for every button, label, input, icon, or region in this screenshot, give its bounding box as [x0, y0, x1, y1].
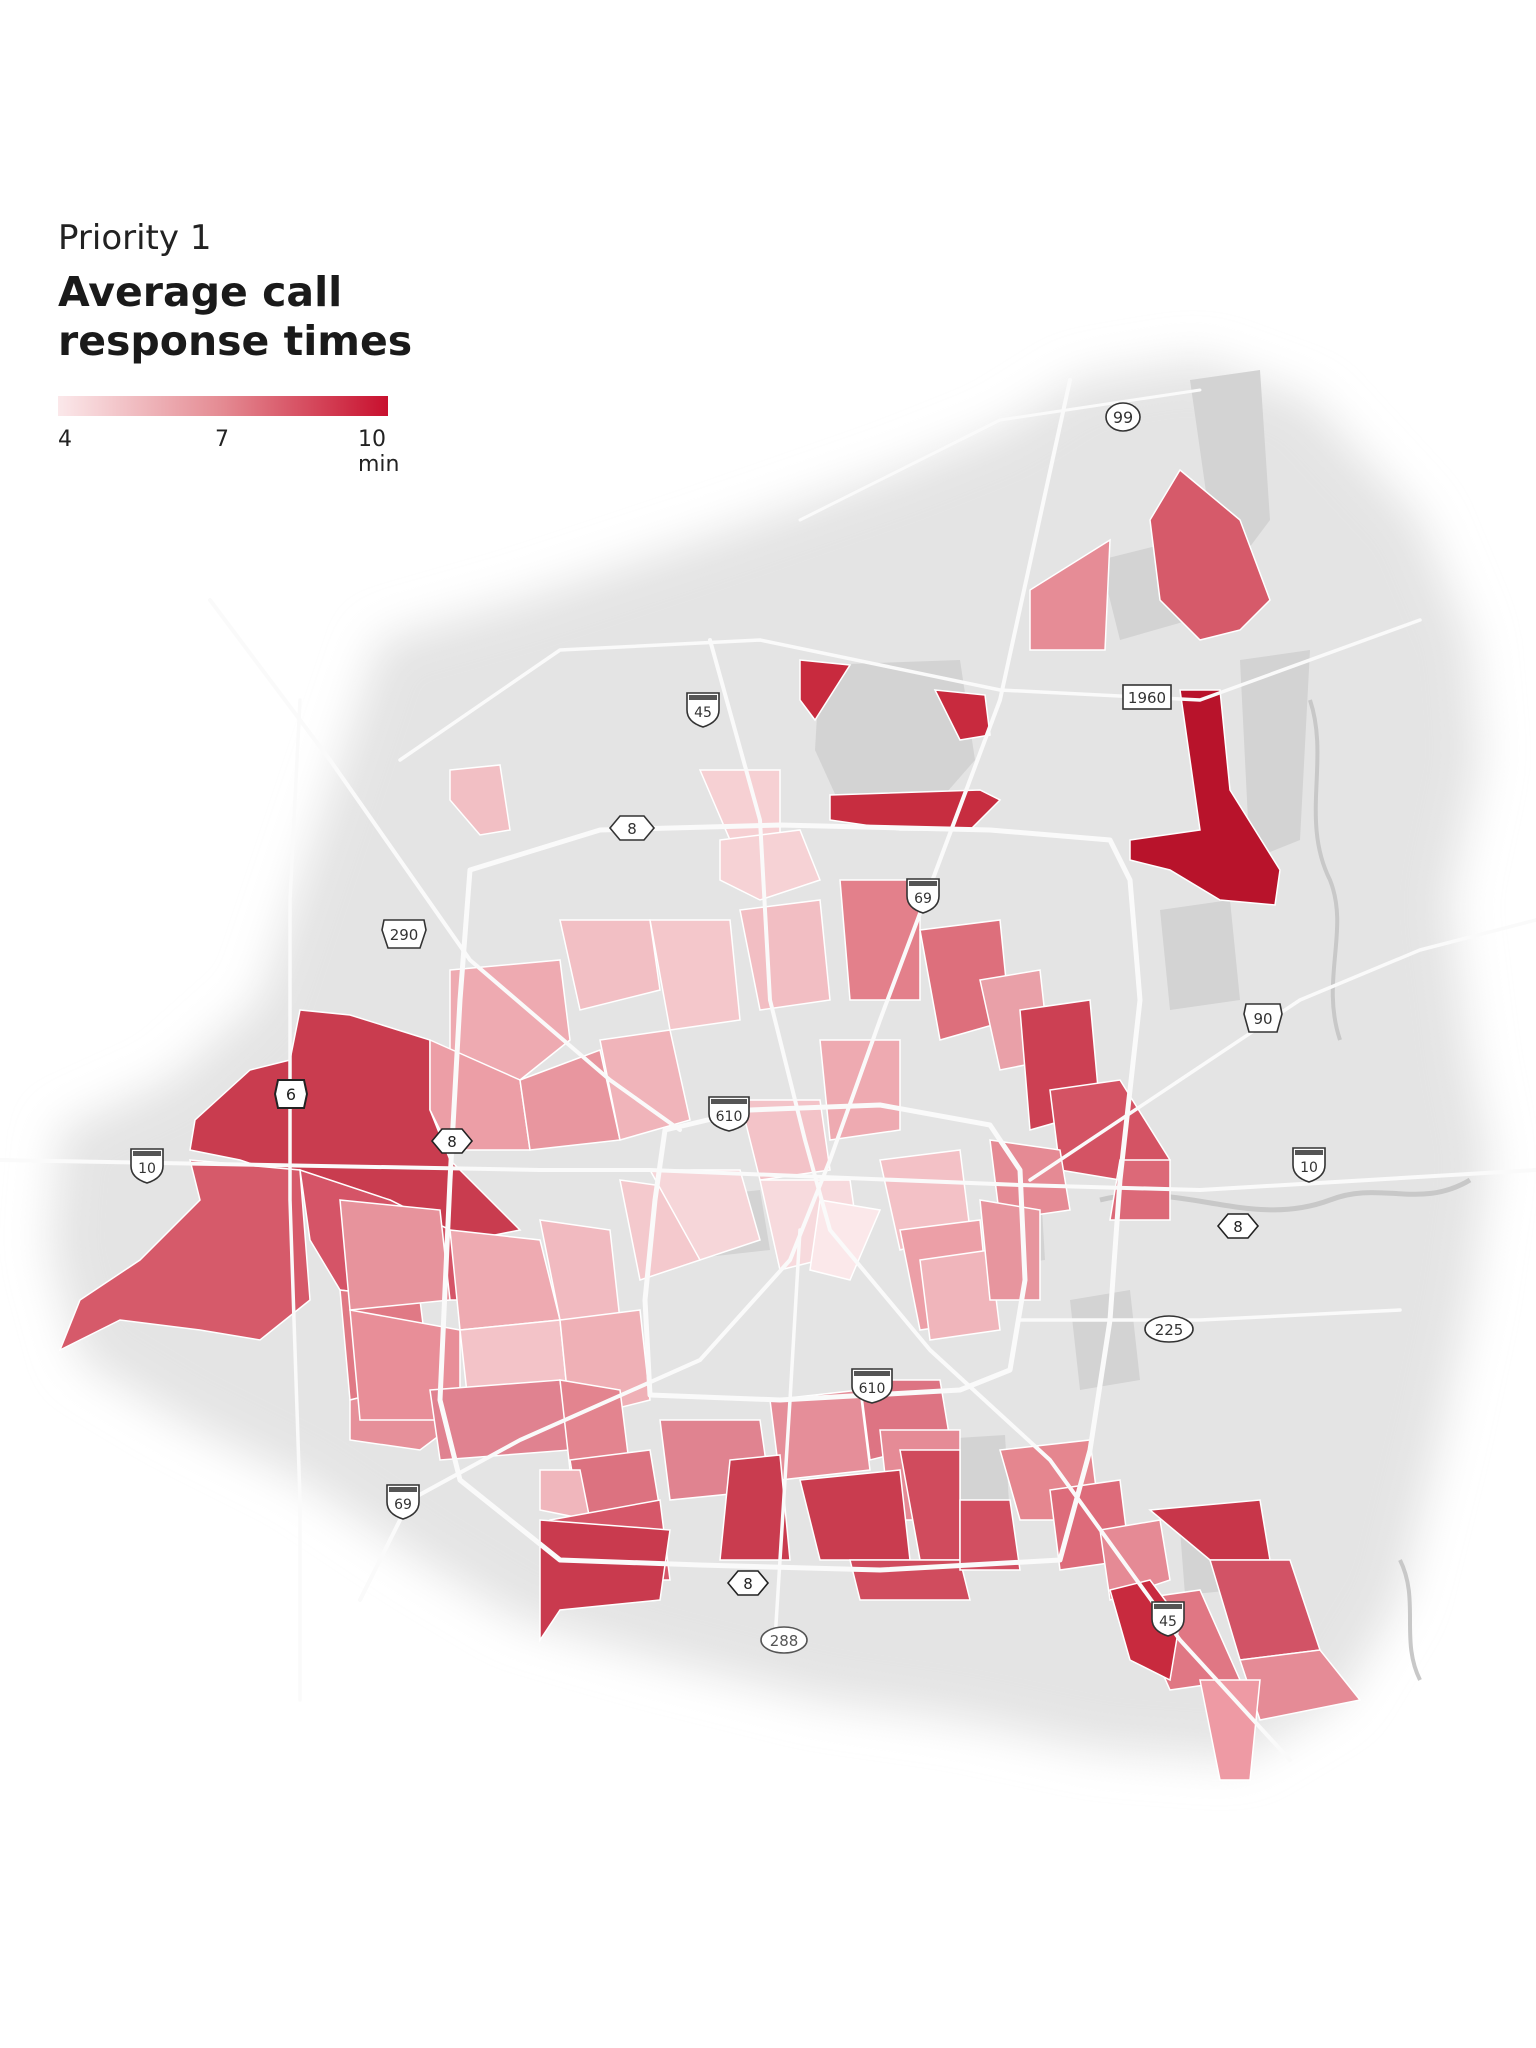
shield-fm-1960-label: 1960: [1128, 689, 1166, 707]
shield-bw8-east-label: 8: [1233, 1218, 1243, 1236]
shield-sh-225: 225: [1144, 1315, 1194, 1343]
district-se-9: [1199, 1679, 1261, 1781]
district-north-6: [1129, 689, 1281, 906]
district-c-1: [648, 1169, 761, 1261]
map-title-line-1: Average call: [58, 268, 343, 316]
shield-sh-225-label: 225: [1155, 1321, 1184, 1339]
legend-mid-label: 7: [215, 427, 229, 452]
sh-288: [773, 1228, 802, 1642]
shield-i10-east: 10: [1292, 1147, 1326, 1183]
district-iw-6: [649, 919, 741, 1031]
shield-i45-south-label: 45: [1159, 1614, 1177, 1630]
shield-i69-south-label: 69: [394, 1497, 412, 1513]
district-north-2: [1029, 538, 1111, 651]
legend-gradient-bar: [58, 396, 388, 416]
district-s-2: [769, 1389, 871, 1481]
shield-i69-south: 69: [386, 1484, 420, 1520]
district-nw-1: [449, 764, 511, 836]
highways: [0, 378, 1536, 1762]
beltway-8: [437, 822, 1143, 1573]
district-s-5: [719, 1454, 791, 1561]
fm-1960: [398, 618, 1422, 762]
i-69: [358, 378, 1072, 1602]
legend-min-label: 4: [58, 427, 72, 452]
map-header: Priority 1 Average call response times: [58, 218, 412, 366]
shield-i610-south: 610: [851, 1368, 893, 1404]
shield-i610-north: 610: [708, 1096, 750, 1132]
shield-sh-288-label: 288: [770, 1632, 799, 1650]
shield-i610-north-label: 610: [716, 1109, 743, 1125]
district-s-10: [959, 1499, 1021, 1571]
shield-bw8-south: 8: [726, 1570, 770, 1596]
us-290: [208, 598, 682, 1132]
legend-max-label: 10 min: [358, 427, 400, 477]
shield-sh-288: 288: [760, 1626, 808, 1654]
shield-i45-north: 45: [686, 692, 720, 728]
loop-610: [642, 1102, 1028, 1403]
shield-us-90-label: 90: [1253, 1010, 1272, 1028]
shield-sh-6: 6: [273, 1079, 309, 1109]
map-title: Average call response times: [58, 268, 412, 366]
shield-i69-north: 69: [906, 878, 940, 914]
shield-bw8-east: 8: [1216, 1213, 1260, 1239]
shield-fm-1960: 1960: [1122, 684, 1172, 710]
shield-sh-6-label: 6: [286, 1085, 296, 1104]
district-se-3: [1099, 1519, 1171, 1601]
district-s-6: [799, 1469, 911, 1561]
road-shields: 99 1960 45 8 69 290 90 6: [130, 402, 1326, 1654]
sh-6: [288, 698, 302, 1702]
shield-i610-south-label: 610: [859, 1381, 886, 1397]
district-iw-2: [559, 919, 661, 1011]
shield-i10-west: 10: [130, 1148, 164, 1184]
sh-225: [1018, 1308, 1402, 1322]
district-nw-4: [739, 899, 831, 1011]
shield-us-90: 90: [1243, 1003, 1283, 1033]
district-cw-1: [339, 1199, 451, 1311]
district-e-2: [919, 1249, 1001, 1341]
district-west-2: [58, 1159, 311, 1352]
color-legend: 4 7 10 min: [58, 396, 400, 477]
district-north-3: [799, 659, 852, 722]
shield-i45-north-label: 45: [694, 705, 712, 721]
district-iw-1: [449, 959, 571, 1081]
district-north-1: [1149, 468, 1271, 641]
shield-bw8-west-label: 8: [447, 1133, 457, 1151]
shield-bw8-south-label: 8: [743, 1575, 753, 1593]
district-north-4: [933, 689, 991, 741]
district-s-8: [539, 1519, 671, 1643]
shield-bw8-north: 8: [608, 815, 656, 841]
district-iw-5: [599, 1029, 691, 1141]
district-c-3: [819, 1039, 901, 1141]
shield-i10-west-label: 10: [138, 1161, 156, 1177]
legend-labels: 4 7 10 min: [58, 427, 400, 477]
shield-i10-east-label: 10: [1300, 1160, 1318, 1176]
shield-bw8-north-label: 8: [627, 820, 637, 838]
district-west-1: [189, 1009, 522, 1241]
shield-bw8-west: 8: [430, 1128, 474, 1154]
shield-hwy-99-label: 99: [1113, 408, 1133, 427]
district-north-5: [829, 789, 1002, 831]
i-10: [0, 1158, 1536, 1192]
district-nw-3: [719, 829, 821, 901]
shield-i45-south: 45: [1151, 1601, 1185, 1637]
priority-kicker: Priority 1: [58, 218, 212, 258]
shield-us-290-label: 290: [390, 926, 419, 944]
shield-i69-north-label: 69: [914, 891, 932, 907]
shield-hwy-99: 99: [1105, 402, 1141, 432]
map-title-line-2: response times: [58, 317, 413, 365]
district-e-3: [979, 1199, 1041, 1301]
shield-us-290: 290: [381, 919, 427, 949]
sh-99: [798, 388, 1202, 522]
i-45: [708, 638, 1292, 1762]
us-90: [1028, 918, 1536, 1182]
